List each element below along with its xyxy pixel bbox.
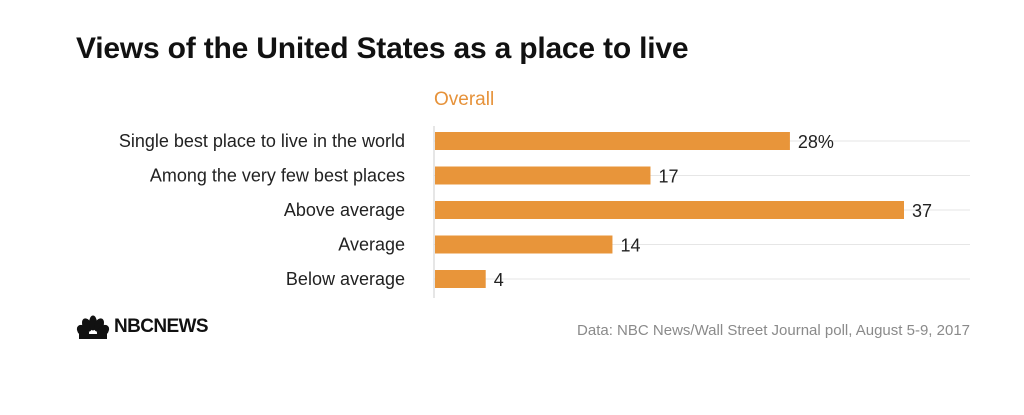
category-label: Among the very few best places xyxy=(150,166,405,186)
bar xyxy=(435,235,613,254)
value-label: 17 xyxy=(658,167,678,187)
chart-title: Views of the United States as a place to… xyxy=(76,32,689,65)
bar xyxy=(435,166,651,185)
value-label: 37 xyxy=(912,201,932,221)
bar xyxy=(435,201,904,219)
series-label: Overall xyxy=(434,89,495,110)
nbc-news-logo: NBCNEWS xyxy=(76,313,209,341)
value-label: 4 xyxy=(494,270,504,290)
bar xyxy=(435,270,486,288)
value-label: 14 xyxy=(620,236,640,256)
category-label: Above average xyxy=(284,200,405,220)
value-label: 28% xyxy=(798,132,834,152)
peacock-icon xyxy=(76,315,110,339)
source-note: Data: NBC News/Wall Street Journal poll,… xyxy=(577,322,970,339)
bar xyxy=(435,132,790,150)
category-label: Below average xyxy=(286,269,405,289)
category-label: Average xyxy=(338,235,405,255)
category-label: Single best place to live in the world xyxy=(119,131,405,151)
logo-text: NBCNEWS xyxy=(114,316,209,337)
